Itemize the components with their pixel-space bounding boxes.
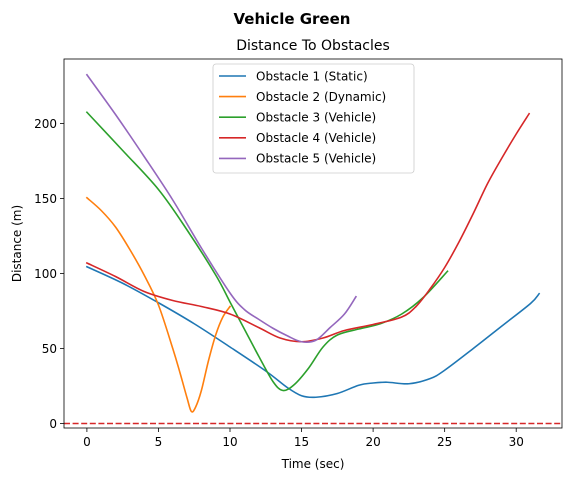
x-tick-label: 20 <box>365 435 380 449</box>
legend-label: Obstacle 1 (Static) <box>256 69 368 83</box>
axes-frame <box>63 58 563 429</box>
y-axis-ticks: 0 50 100 150 200 <box>34 117 64 431</box>
x-axis-ticks: 0 5 10 15 20 25 30 <box>83 428 524 449</box>
x-axis-label: Time (sec) <box>281 457 345 471</box>
series-line-obstacle-1 <box>85 265 541 399</box>
series-line-obstacle-5 <box>85 73 358 344</box>
series-lines <box>85 73 541 413</box>
x-tick-label: 10 <box>222 435 237 449</box>
series-line-obstacle-3 <box>85 111 449 392</box>
series-line-obstacle-4 <box>85 112 531 343</box>
legend-label: Obstacle 4 (Vehicle) <box>256 131 376 145</box>
x-tick-label: 5 <box>155 435 163 449</box>
x-tick-label: 30 <box>509 435 524 449</box>
x-tick-label: 0 <box>83 435 91 449</box>
legend: Obstacle 1 (Static) Obstacle 2 (Dynamic) O… <box>212 63 415 174</box>
legend-label: Obstacle 2 (Dynamic) <box>256 90 386 104</box>
legend-frame <box>212 63 415 174</box>
chart-title: Distance To Obstacles <box>236 38 390 54</box>
y-tick-label: 150 <box>34 192 57 206</box>
figure-suptitle: Vehicle Green <box>234 10 351 28</box>
y-axis-label: Distance (m) <box>10 205 24 282</box>
y-tick-label: 200 <box>34 117 57 131</box>
x-tick-label: 25 <box>437 435 452 449</box>
legend-label: Obstacle 5 (Vehicle) <box>256 152 376 166</box>
legend-items: Obstacle 1 (Static) Obstacle 2 (Dynamic) O… <box>219 69 386 166</box>
y-tick-label: 50 <box>42 342 57 356</box>
legend-label: Obstacle 3 (Vehicle) <box>256 111 376 125</box>
series-line-obstacle-2 <box>85 196 232 413</box>
y-tick-label: 0 <box>49 417 57 431</box>
y-tick-label: 100 <box>34 267 57 281</box>
x-tick-label: 15 <box>294 435 309 449</box>
